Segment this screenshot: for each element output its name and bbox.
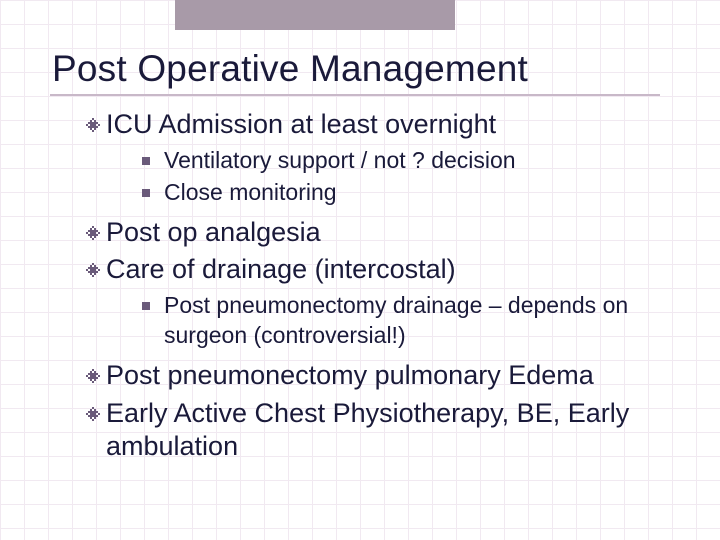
bullet-lvl2: Close monitoring	[142, 178, 668, 208]
slide-container: Post Operative Management ICU Admission …	[0, 0, 720, 540]
sub-bullet-group: Ventilatory support / not ? decision Clo…	[142, 146, 668, 208]
bullet-text: Ventilatory support / not ? decision	[164, 146, 516, 176]
diamond-bullet-icon	[86, 226, 100, 240]
diamond-bullet-icon	[86, 118, 100, 132]
bullet-text: ICU Admission at least overnight	[106, 108, 496, 142]
bullet-lvl1: Care of drainage (intercostal)	[86, 253, 668, 287]
square-bullet-icon	[142, 157, 150, 165]
bullet-lvl2: Post pneumonectomy drainage – depends on…	[142, 291, 668, 351]
bullet-lvl1: Post pneumonectomy pulmonary Edema	[86, 359, 668, 393]
bullet-lvl1: Early Active Chest Physiotherapy, BE, Ea…	[86, 397, 668, 465]
square-bullet-icon	[142, 189, 150, 197]
bullet-text: Post pneumonectomy pulmonary Edema	[106, 359, 594, 393]
bullet-lvl1: Post op analgesia	[86, 216, 668, 250]
diamond-bullet-icon	[86, 407, 100, 421]
bullet-lvl1: ICU Admission at least overnight	[86, 108, 668, 142]
bullet-text: Post op analgesia	[106, 216, 321, 250]
bullet-text: Close monitoring	[164, 178, 337, 208]
square-bullet-icon	[142, 302, 150, 310]
diamond-bullet-icon	[86, 369, 100, 383]
title-underline	[50, 94, 660, 96]
bullet-lvl2: Ventilatory support / not ? decision	[142, 146, 668, 176]
bullet-text: Early Active Chest Physiotherapy, BE, Ea…	[106, 397, 668, 465]
bullet-text: Post pneumonectomy drainage – depends on…	[164, 291, 668, 351]
slide-content: ICU Admission at least overnight Ventila…	[86, 108, 668, 464]
bullet-text: Care of drainage (intercostal)	[106, 253, 456, 287]
slide-title: Post Operative Management	[52, 48, 668, 90]
sub-bullet-group: Post pneumonectomy drainage – depends on…	[142, 291, 668, 351]
diamond-bullet-icon	[86, 263, 100, 277]
